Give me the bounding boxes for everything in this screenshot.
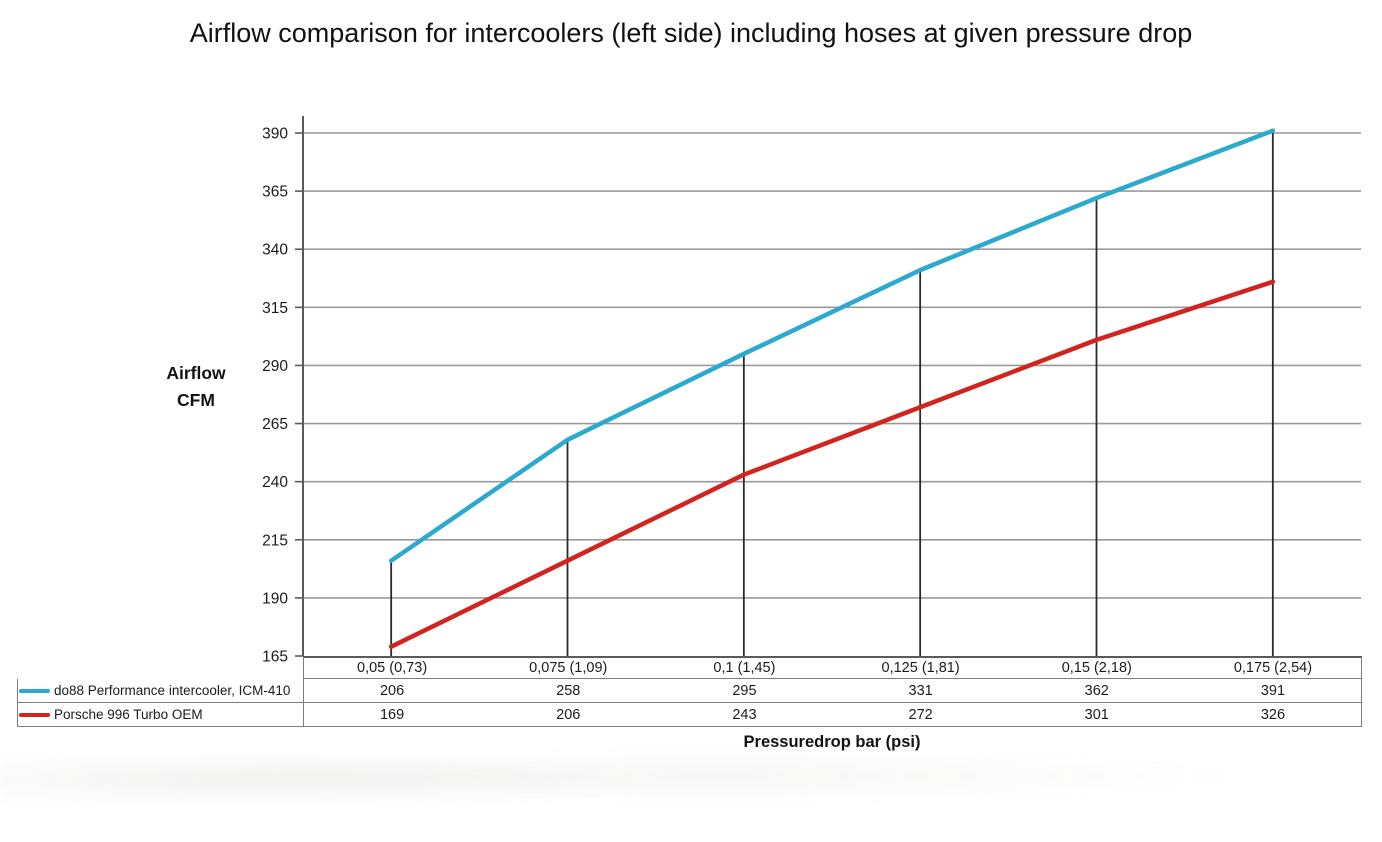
x-tick-label: 0,1 (1,45) (713, 660, 776, 676)
value-cell-oem: 206 (556, 706, 581, 723)
x-tick-label: 0,175 (2,54) (1233, 660, 1313, 676)
table-corner-spacer (17, 656, 303, 679)
y-tick-label: 190 (262, 590, 288, 607)
legend-label-do88: do88 Performance intercooler, ICM-410 (54, 683, 291, 698)
value-cell-do88: 295 (732, 682, 757, 699)
do88-line-swatch-icon (19, 688, 50, 693)
y-tick-label: 340 (262, 242, 288, 259)
value-cell-oem: 243 (732, 706, 757, 723)
x-tick-label: 0,125 (1,81) (881, 660, 960, 676)
legend-item-do88: do88 Performance intercooler, ICM-410 (17, 679, 303, 703)
legend-item-oem: Porsche 996 Turbo OEM (17, 703, 303, 727)
legend-label-oem: Porsche 996 Turbo OEM (54, 707, 203, 722)
value-cell-oem: 169 (379, 706, 405, 723)
chart-title: Airflow comparison for intercoolers (lef… (189, 18, 1193, 48)
oem-series-line (388, 279, 1276, 649)
data-table: 0,05 (0,73) 0,075 (1,09) 0,1 (1,45) 0,12… (17, 656, 1362, 727)
x-tick-label: 0,05 (0,73) (357, 660, 428, 676)
value-cell-do88: 362 (1084, 682, 1109, 699)
value-cell-oem: 301 (1084, 706, 1109, 723)
x-tick-label: 0,075 (1,09) (529, 660, 608, 676)
y-tick-label: 365 (262, 184, 288, 201)
y-tick-label: 315 (262, 300, 288, 317)
table-row-do88: do88 Performance intercooler, ICM-410 20… (17, 679, 1362, 703)
photo-shadow-artifact (0, 748, 1300, 818)
y-tick-label: 390 (262, 126, 288, 143)
y-tick-label: 215 (262, 532, 288, 549)
value-cell-oem: 272 (908, 706, 933, 723)
x-axis-title: Pressuredrop bar (psi) (743, 733, 921, 751)
value-cell-do88: 258 (556, 682, 581, 699)
value-cell-do88: 391 (1260, 682, 1286, 699)
value-cell-do88: 206 (379, 682, 405, 699)
y-tick-label: 240 (262, 474, 288, 491)
y-axis-title: Airflow CFM (166, 363, 226, 411)
table-row-oem: Porsche 996 Turbo OEM 169 206 243 272 30… (17, 703, 1362, 727)
do88-series-line (388, 128, 1276, 563)
value-cell-do88: 331 (908, 682, 933, 699)
x-tick-label: 0,15 (2,18) (1061, 660, 1132, 676)
value-cell-oem: 326 (1260, 706, 1286, 723)
oem-line-swatch-icon (19, 712, 50, 717)
y-tick-label: 265 (262, 416, 288, 433)
x-axis-labels-row: 0,05 (0,73) 0,075 (1,09) 0,1 (1,45) 0,12… (17, 656, 1362, 679)
